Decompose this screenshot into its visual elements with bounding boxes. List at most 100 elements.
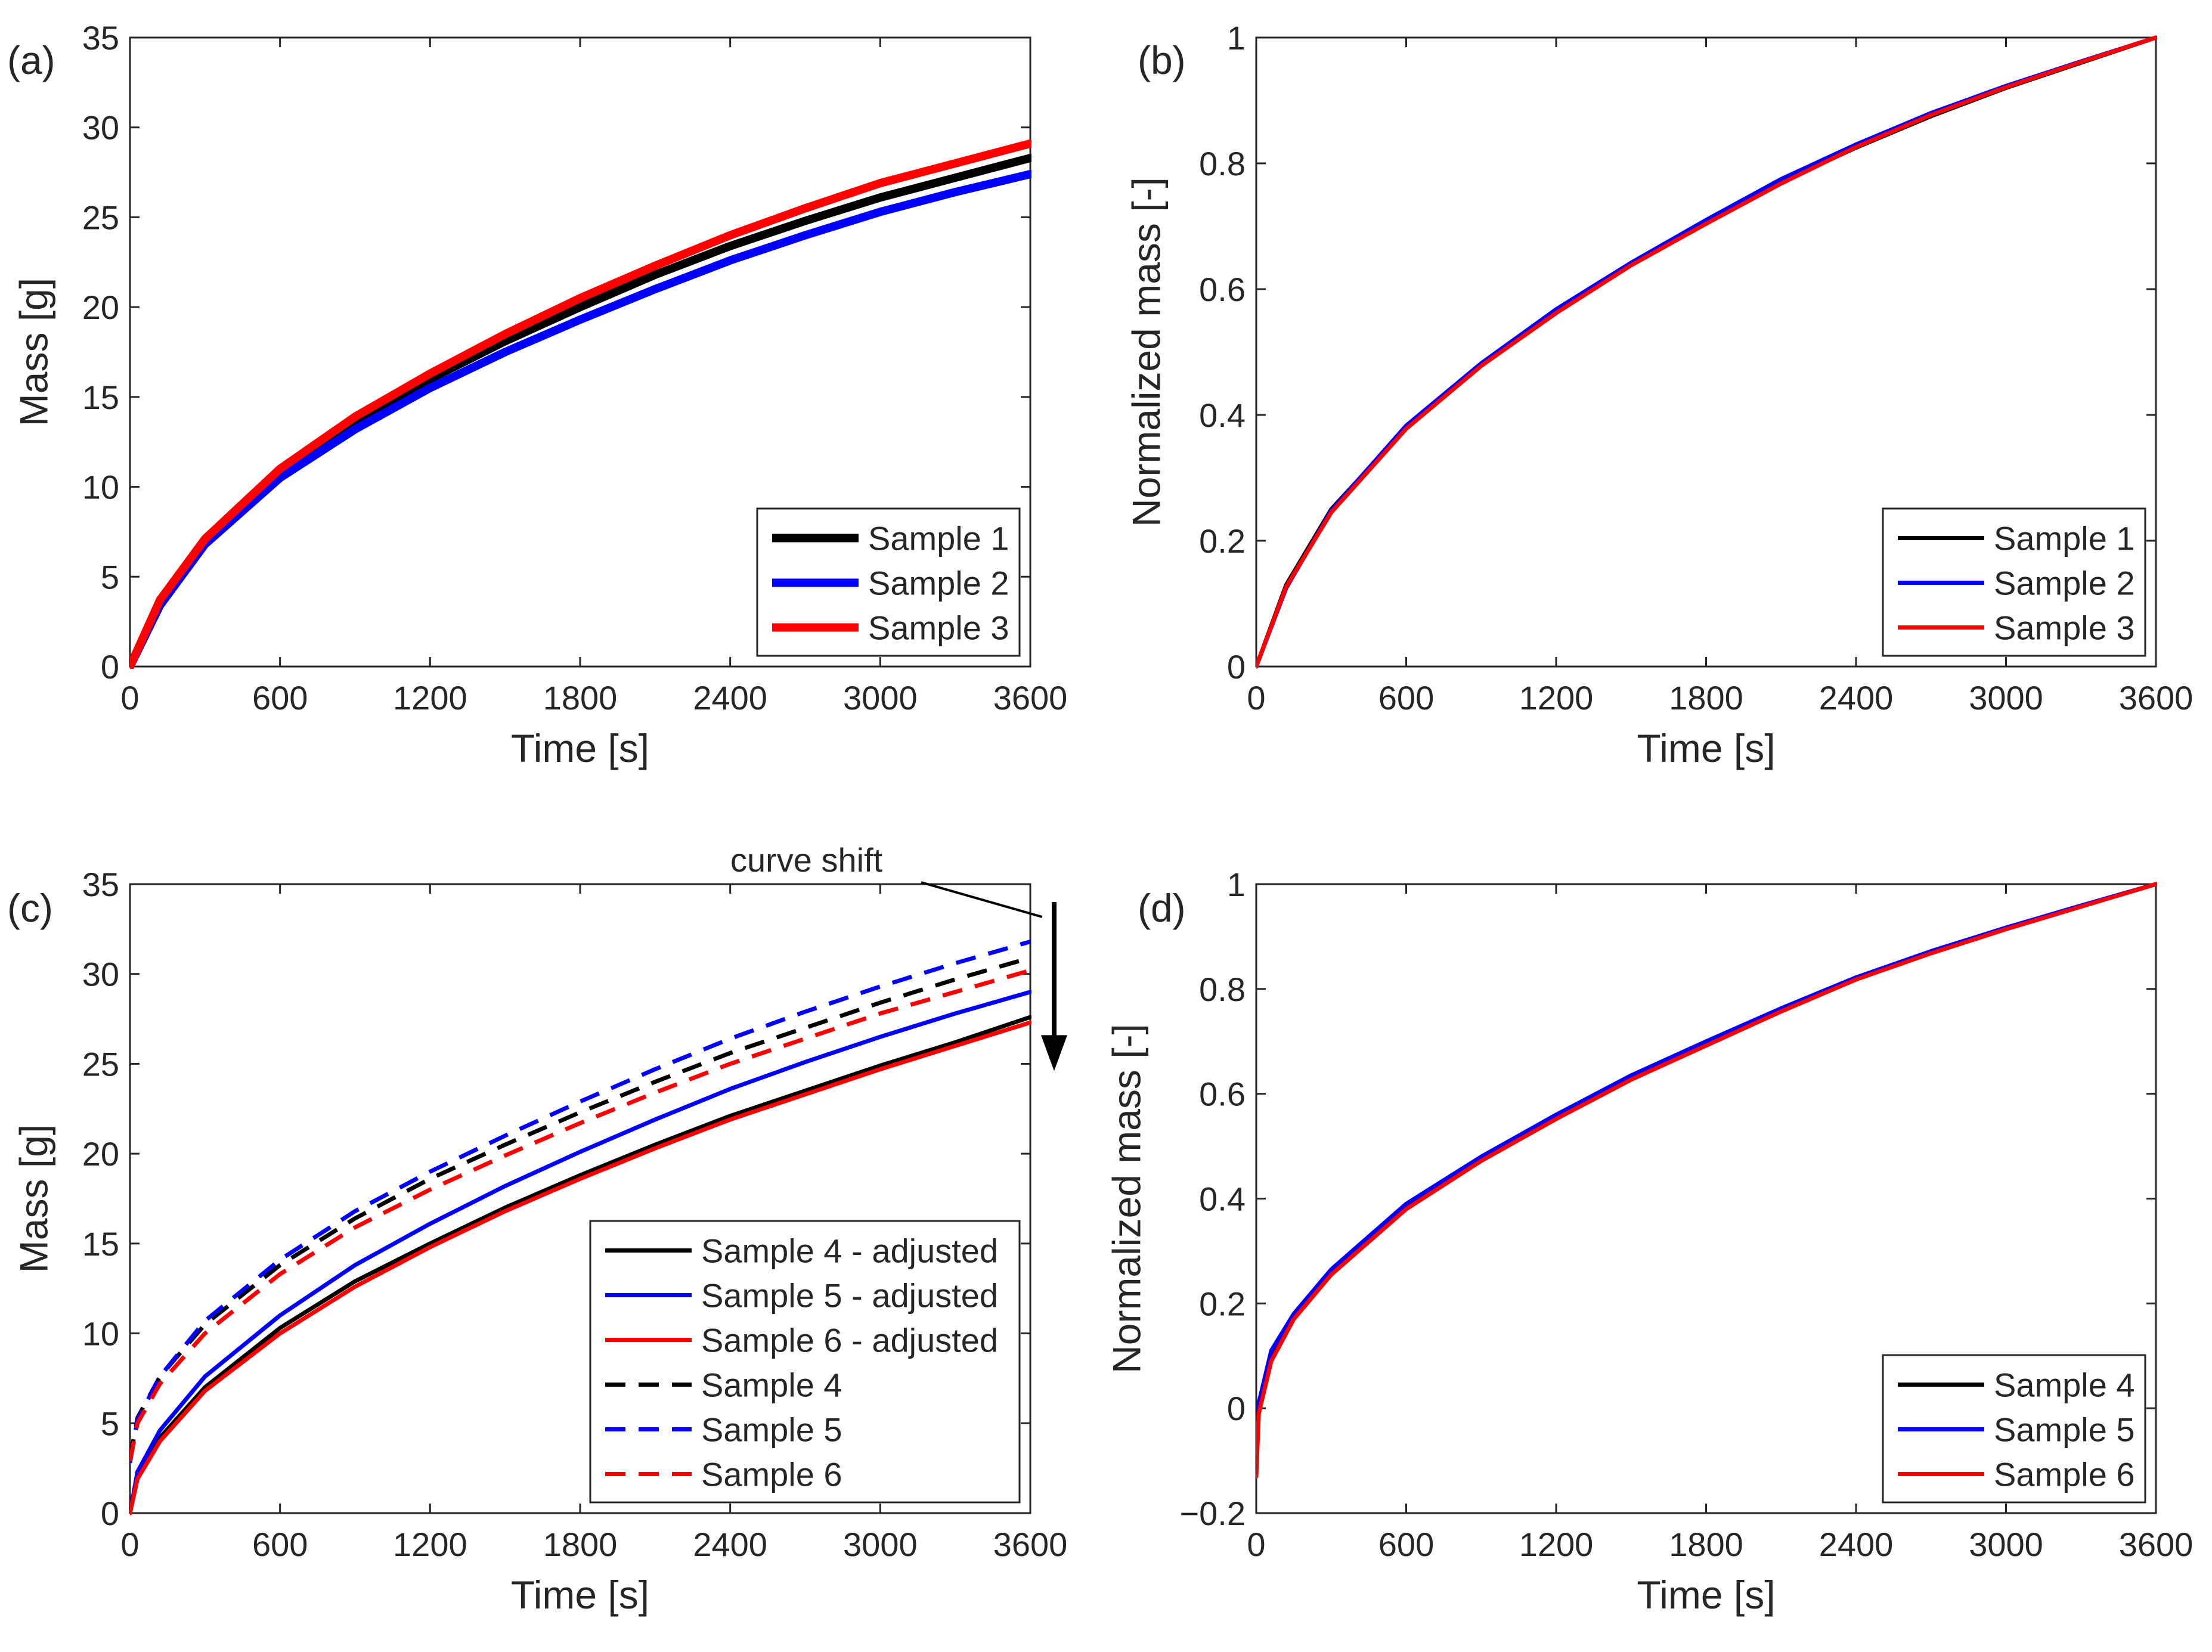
- x-tick-label: 1200: [1519, 1526, 1594, 1563]
- y-tick-label: 5: [101, 558, 119, 596]
- y-tick-label: 35: [82, 866, 119, 903]
- x-tick-label: 3600: [993, 1526, 1068, 1563]
- x-tick-label: 2400: [693, 1526, 767, 1563]
- legend-label: Sample 2: [1994, 565, 2135, 602]
- annotation-text: curve shift: [730, 841, 883, 879]
- x-tick-label: 3000: [1969, 1526, 2043, 1563]
- y-tick-label: 15: [82, 1225, 119, 1263]
- panel-label: (a): [7, 38, 55, 82]
- legend-label: Sample 6: [1994, 1456, 2135, 1493]
- x-tick-label: 3600: [2119, 679, 2194, 717]
- legend-label: Sample 6 - adjusted: [701, 1322, 998, 1359]
- x-axis-label: Time [s]: [1637, 1573, 1775, 1617]
- y-tick-label: 0.4: [1199, 396, 1246, 434]
- y-tick-label: 0.2: [1199, 1285, 1246, 1322]
- panel-label: (b): [1138, 38, 1186, 82]
- series-line-sample-3: [1256, 35, 2157, 669]
- panel-c: 0 600 1200 1800 2400 3000 3600 0 5 10 15 20 25 30 35 Ti…: [7, 841, 1067, 1617]
- series-group: [130, 940, 1031, 1515]
- y-tick-label: 35: [82, 19, 119, 57]
- y-axis-label: Mass [g]: [11, 278, 55, 426]
- legend-label: Sample 2: [868, 565, 1009, 602]
- y-tick-label: 5: [101, 1405, 119, 1442]
- series-group: [1256, 882, 2157, 1479]
- legend-label: Sample 1: [1994, 520, 2135, 557]
- panel-label: (c): [7, 886, 53, 930]
- series-line-sample-6: [130, 968, 1031, 1462]
- legend-label: Sample 4: [1994, 1366, 2135, 1404]
- series-line-sample-3: [130, 139, 1031, 669]
- y-tick-label: 0: [1227, 648, 1246, 686]
- y-tick-label: 0: [1227, 1390, 1246, 1427]
- x-tick-label: 1800: [1669, 679, 1743, 717]
- x-axis-label: Time [s]: [511, 726, 649, 770]
- x-tick-label: 0: [120, 679, 139, 717]
- x-tick-label: 1200: [393, 679, 467, 717]
- y-tick-label: 10: [82, 1315, 119, 1353]
- y-axis-label: Normalized mass [-]: [1104, 1024, 1148, 1374]
- x-tick-label: 600: [1378, 1526, 1434, 1563]
- y-tick-label: −0.2: [1179, 1495, 1246, 1532]
- y-tick-label: 0: [101, 648, 119, 686]
- x-tick-label: 0: [120, 1526, 139, 1563]
- legend-label: Sample 3: [868, 609, 1009, 647]
- y-tick-label: 30: [82, 109, 119, 147]
- x-tick-label: 3000: [843, 679, 918, 717]
- series-line-sample-4-adjusted: [130, 1015, 1031, 1515]
- legend-label: Sample 4 - adjusted: [701, 1232, 998, 1270]
- y-tick-label: 0.6: [1199, 1075, 1246, 1113]
- x-tick-label: 0: [1247, 1526, 1265, 1563]
- y-tick-label: 0.2: [1199, 522, 1246, 560]
- x-tick-label: 600: [252, 1526, 308, 1563]
- x-axis-label: Time [s]: [511, 1573, 649, 1617]
- y-axis-label: Normalized mass [-]: [1124, 177, 1168, 527]
- y-tick-label: 25: [82, 199, 119, 236]
- legend-label: Sample 5: [701, 1411, 842, 1449]
- legend-label: Sample 4: [701, 1366, 842, 1404]
- x-tick-label: 1800: [543, 1526, 618, 1563]
- legend-box: [589, 1220, 1021, 1504]
- x-tick-label: 2400: [1819, 679, 1894, 717]
- y-tick-label: 0.4: [1199, 1180, 1246, 1218]
- y-tick-label: 15: [82, 379, 119, 416]
- annotation-leader: [921, 881, 1043, 918]
- panel-a: 0 600 1200 1800 2400 3000 3600 0 5 10 15 20 25 30 35 Ti…: [7, 19, 1067, 770]
- legend-label: Sample 5 - adjusted: [701, 1277, 998, 1315]
- x-tick-label: 1200: [393, 1526, 467, 1563]
- legend: Sample 1 Sample 2 Sample 3: [756, 507, 1021, 657]
- y-tick-label: 20: [82, 1135, 119, 1173]
- legend: Sample 1 Sample 2 Sample 3: [1882, 507, 2146, 657]
- curve-shift-annotation: curve shift: [730, 841, 1067, 1071]
- series-line-sample-5: [130, 940, 1031, 1464]
- legend-label: Sample 6: [701, 1456, 842, 1493]
- series-group: [1256, 35, 2157, 669]
- y-axis-label: Mass [g]: [11, 1124, 55, 1273]
- x-tick-label: 3600: [993, 679, 1068, 717]
- x-axis-label: Time [s]: [1637, 726, 1775, 770]
- x-tick-label: 1800: [1669, 1526, 1743, 1563]
- legend-label: Sample 5: [1994, 1411, 2135, 1449]
- x-tick-label: 0: [1247, 679, 1265, 717]
- x-tick-label: 3000: [1969, 679, 2043, 717]
- x-tick-label: 2400: [1819, 1526, 1894, 1563]
- x-tick-label: 3000: [843, 1526, 918, 1563]
- legend: Sample 4 - adjusted Sample 5 - adjusted Sa…: [589, 1220, 1021, 1504]
- series-line-sample-2: [130, 170, 1031, 669]
- panel-b: 0 600 1200 1800 2400 3000 3600 0 0.2 0.4 0.6 0.8 1 Ti…: [1124, 19, 2193, 770]
- x-tick-label: 1800: [543, 679, 618, 717]
- legend-label: Sample 1: [868, 520, 1009, 557]
- series-line-sample-6: [1256, 882, 2157, 1479]
- y-tick-label: 10: [82, 469, 119, 506]
- x-tick-label: 2400: [693, 679, 767, 717]
- shift-arrow-head: [1041, 1035, 1067, 1071]
- y-tick-label: 0.6: [1199, 271, 1246, 308]
- legend: Sample 4 Sample 5 Sample 6: [1882, 1354, 2146, 1504]
- legend-label: Sample 3: [1994, 609, 2135, 647]
- y-tick-label: 0: [101, 1495, 119, 1532]
- x-tick-label: 3600: [2119, 1526, 2194, 1563]
- series-line-sample-6-adjusted: [130, 1020, 1031, 1515]
- x-tick-label: 1200: [1519, 679, 1594, 717]
- series-line-sample-5-adjusted: [130, 990, 1031, 1515]
- x-tick-label: 600: [252, 679, 308, 717]
